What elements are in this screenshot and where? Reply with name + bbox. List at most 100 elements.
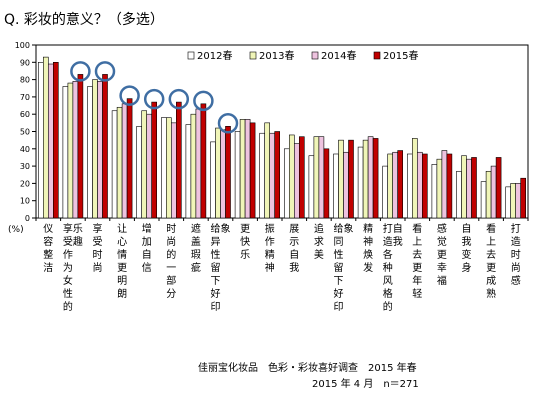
bar-2015春-精神焕发	[372, 138, 379, 219]
category-label: 给异性留下好印象	[211, 222, 231, 313]
bar-2015春-给同性留下好印象	[348, 139, 354, 219]
bar-2014春-给异性留下好印象	[220, 129, 226, 219]
bar-2015春-看上去更年轻	[421, 153, 428, 219]
y-tick-label: 60	[20, 110, 30, 119]
question-title: Q. 彩妆的意义？（多选）	[4, 12, 164, 28]
bar-2014春-仪容整洁	[47, 63, 54, 219]
y-tick-label: 70	[20, 93, 30, 102]
bar-2015春-让心情更明朗	[126, 98, 133, 219]
bar-2014春-遮盖瑕疵	[195, 108, 202, 219]
legend-label-2012春: 2012春	[197, 50, 232, 62]
bar-2013春-展示自我	[288, 134, 295, 219]
highlight-circle-增加自信	[143, 88, 165, 110]
bar-2014春-追求美	[318, 136, 325, 219]
legend: 2012春 2013春 2014春 2015春	[187, 50, 418, 62]
category-label: 打造时尚感	[511, 222, 521, 287]
axis-layer: 0 10 20 30 40 50 60 70 80 90 100 (%)	[8, 41, 529, 235]
legend-label-2014春: 2014春	[321, 50, 356, 62]
y-tick-label: 40	[20, 145, 30, 154]
bar-2012春-看上去更成熟	[480, 181, 487, 219]
bar-2015春-追求美	[323, 148, 330, 219]
bar-2013春-给同性留下好印象	[338, 139, 344, 219]
bar-2012春-仪容整洁	[37, 61, 44, 219]
bar-2014春-打造各种风格的自我	[392, 151, 399, 219]
bar-2014春-看上去更成熟	[490, 165, 497, 219]
bar-2014春-增加自信	[146, 113, 152, 219]
bar-2012春-自我变身	[456, 170, 462, 219]
bar-2012春-看上去更年轻	[406, 153, 413, 219]
bar-2015春-享受作为女性的乐趣	[77, 74, 84, 219]
plot-frame	[35, 44, 529, 219]
legend-label-2013春: 2013春	[259, 50, 294, 62]
bar-2013春-看上去更年轻	[411, 138, 418, 219]
bar-2012春-增加自信	[136, 126, 142, 219]
category-label: 展示自我	[289, 223, 299, 274]
bar-2013春-自我变身	[461, 155, 467, 219]
bar-2013春-享受作为女性的乐趣	[67, 82, 74, 219]
bar-2013春-追求美	[313, 136, 320, 219]
bar-2013春-仪容整洁	[42, 56, 49, 219]
y-unit-label: (%)	[8, 225, 24, 235]
bar-2015春-看上去更成熟	[495, 157, 502, 219]
bar-2012春-遮盖瑕疵	[185, 124, 192, 219]
bar-2015春-给异性留下好印象	[225, 126, 231, 219]
bar-2013春-遮盖瑕疵	[190, 113, 197, 219]
survey-meta: 2015 年 4 月 n＝271	[312, 379, 419, 390]
bar-2015春-时尚的一部分	[176, 101, 182, 219]
highlight-circle-享受时尚	[94, 61, 116, 82]
bar-2013春-让心情更明朗	[116, 106, 123, 219]
bar-2013春-增加自信	[141, 110, 147, 219]
bar-2015春-打造时尚感	[520, 177, 527, 219]
bar-2014春-自我变身	[466, 158, 472, 219]
category-label: 追求美	[314, 222, 324, 261]
bar-2012春-打造时尚感	[505, 186, 512, 219]
legend-swatch-2013春	[249, 51, 257, 60]
bar-2015春-仪容整洁	[52, 61, 59, 219]
bar-2015春-展示自我	[298, 136, 305, 219]
category-label: 感觉更幸福	[437, 222, 447, 287]
bar-2012春-给异性留下好印象	[210, 141, 216, 219]
bar-2014春-展示自我	[293, 143, 300, 219]
bar-2012春-精神焕发	[357, 146, 364, 219]
bar-2015春-打造各种风格的自我	[397, 150, 404, 219]
bar-2013春-时尚的一部分	[166, 117, 172, 219]
bar-2015春-享受时尚	[102, 74, 108, 219]
legend-swatch-2012春	[187, 51, 195, 60]
category-label: 享受时尚	[93, 222, 103, 274]
bar-2015春-感觉更幸福	[446, 153, 453, 219]
bar-2012春-享受作为女性的乐趣	[62, 86, 69, 219]
category-label: 振作精神	[265, 222, 275, 274]
y-tick-label: 20	[20, 179, 30, 188]
bar-2012春-享受时尚	[87, 86, 93, 219]
bar-2013春-精神焕发	[362, 139, 369, 219]
bar-2012春-时尚的一部分	[161, 117, 167, 219]
source-note: 佳丽宝化妆品 色彩・彩妆喜好调查 2015 年春	[198, 363, 417, 374]
bar-2014春-打造时尚感	[515, 183, 522, 219]
bar-2013春-振作精神	[264, 122, 271, 219]
category-label: 看上去更成熟	[486, 222, 496, 300]
bar-2012春-更快乐	[234, 131, 241, 219]
category-label: 增加自信	[142, 222, 152, 274]
y-tick-label: 80	[20, 76, 30, 85]
category-label: 享受作为女性的乐趣	[63, 222, 83, 313]
bar-2015春-遮盖瑕疵	[200, 103, 207, 219]
category-label: 时尚的一部分	[166, 223, 176, 300]
bar-layer	[37, 56, 527, 219]
bar-2014春-时尚的一部分	[171, 122, 177, 219]
bar-2014春-享受时尚	[97, 81, 103, 219]
bar-2012春-让心情更明朗	[111, 110, 118, 219]
bar-2015春-振作精神	[274, 131, 281, 219]
y-tick-label: 0	[25, 214, 30, 223]
y-tick-label: 50	[20, 128, 30, 137]
category-label: 仪容整洁	[43, 223, 53, 274]
bar-2012春-振作精神	[259, 132, 266, 219]
y-tick-label: 100	[15, 41, 30, 50]
highlight-circle-让心情更明朗	[119, 85, 140, 106]
y-tick-label: 90	[20, 58, 30, 67]
highlight-layer	[70, 61, 239, 134]
y-tick-label: 10	[20, 197, 30, 206]
bar-2015春-自我变身	[471, 157, 477, 219]
category-label: 遮盖瑕疵	[191, 222, 201, 274]
bar-2012春-追求美	[308, 155, 315, 219]
